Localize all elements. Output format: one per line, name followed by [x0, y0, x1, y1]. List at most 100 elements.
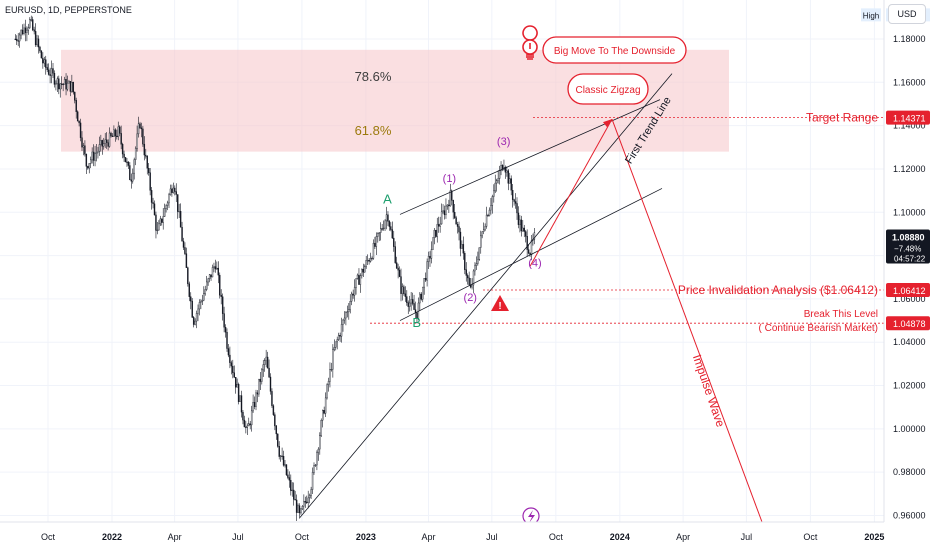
price-tick-label: 1.18000	[893, 34, 926, 44]
candle-body	[172, 187, 175, 193]
candle-body	[91, 151, 93, 161]
candle-body	[472, 270, 475, 286]
candle-body	[121, 144, 124, 155]
candle-body	[442, 210, 444, 213]
candle-body	[20, 29, 22, 36]
candle-body	[353, 287, 356, 296]
candle-body	[300, 508, 302, 514]
candle-body	[213, 266, 215, 268]
candle-body	[203, 293, 205, 301]
candle-body	[400, 276, 402, 294]
projected-wave-5-line	[529, 118, 613, 267]
time-tick-label: Apr	[676, 532, 690, 542]
candle-body	[458, 226, 460, 233]
candle-body	[511, 189, 514, 200]
candle-body	[395, 262, 398, 269]
candle-body	[65, 78, 67, 90]
candle-body	[46, 67, 48, 71]
candle-body	[239, 395, 241, 402]
candle-body	[148, 168, 150, 173]
candle-body	[530, 240, 533, 256]
candle-body	[150, 190, 153, 203]
fib-level-618-label: 61.8%	[355, 123, 392, 138]
candle-body	[348, 309, 350, 312]
candle-body	[136, 133, 138, 149]
candle-body	[282, 456, 285, 466]
candle-body	[433, 229, 436, 238]
candle-body	[90, 159, 92, 164]
candle-body	[230, 362, 233, 367]
candle-body	[236, 384, 238, 388]
big-move-callout-text: Big Move To The Downside	[554, 46, 676, 57]
wave-label-3: (3)	[497, 136, 510, 148]
price-tick-label: 1.06000	[893, 294, 926, 304]
candle-body	[477, 259, 479, 264]
candle-body	[467, 275, 469, 279]
candle-body	[384, 220, 386, 229]
candle-body	[519, 219, 521, 225]
candle-body	[268, 367, 270, 378]
candle-body	[337, 335, 340, 340]
time-tick-label: 2025	[864, 532, 884, 542]
candle-body	[349, 301, 351, 310]
candle-body	[123, 153, 125, 158]
candle-body	[324, 397, 327, 414]
candle-body	[227, 348, 230, 356]
high-tag: High	[863, 11, 879, 20]
candle-body	[468, 277, 470, 285]
wave-label-1: (1)	[443, 173, 456, 185]
candle-body	[206, 281, 208, 290]
candle-body	[517, 212, 520, 225]
candle-body	[117, 126, 119, 138]
big-move-callout-box	[542, 36, 687, 64]
candle-body	[107, 142, 109, 147]
candle-body	[242, 411, 244, 421]
candle-body	[75, 100, 77, 112]
candle-body	[308, 495, 311, 499]
candle-body	[464, 253, 466, 270]
currency-button[interactable]: USD	[888, 4, 926, 24]
candle-body	[204, 289, 206, 294]
candle-body	[507, 170, 510, 184]
candle-body	[158, 223, 160, 231]
candle-body	[388, 221, 391, 227]
candle-body	[404, 293, 407, 297]
time-tick-label: 2023	[356, 532, 376, 542]
candle-body	[59, 83, 61, 90]
candle-body	[217, 267, 220, 276]
candle-body	[401, 286, 404, 294]
candle-body	[459, 231, 462, 249]
candle-body	[487, 214, 489, 217]
candle-body	[526, 236, 528, 250]
candle-body	[329, 369, 331, 382]
candle-body	[397, 267, 399, 271]
candle-body	[94, 153, 96, 161]
candle-body	[181, 227, 183, 242]
candle-body	[232, 365, 234, 373]
candle-body	[79, 122, 82, 138]
candle-body	[385, 214, 388, 222]
candle-body	[351, 293, 353, 302]
candle-body	[314, 464, 317, 466]
candle-body	[352, 293, 354, 296]
candle-body	[18, 34, 21, 42]
channel-lower-line	[399, 188, 663, 321]
candle-body	[382, 227, 385, 230]
candle-body	[220, 294, 222, 297]
time-tick-label: Oct	[803, 532, 818, 542]
candle-body	[137, 123, 140, 135]
candle-body	[343, 317, 346, 321]
candle-body	[149, 172, 151, 191]
time-axis[interactable]: Oct 2022 Apr Jul Oct 2023 Apr Jul Oct 2024 Apr Jul O…	[0, 521, 884, 550]
candle-body	[124, 157, 127, 163]
break-price-label: 1.04878	[893, 319, 926, 329]
target-price-label: 1.14371	[893, 114, 926, 124]
candle-body	[449, 190, 452, 207]
candle-body	[342, 319, 344, 325]
candle-body	[14, 38, 17, 40]
candle-body	[494, 182, 496, 192]
candle-body	[326, 384, 328, 399]
candle-body	[281, 455, 283, 457]
candle-body	[285, 464, 288, 476]
